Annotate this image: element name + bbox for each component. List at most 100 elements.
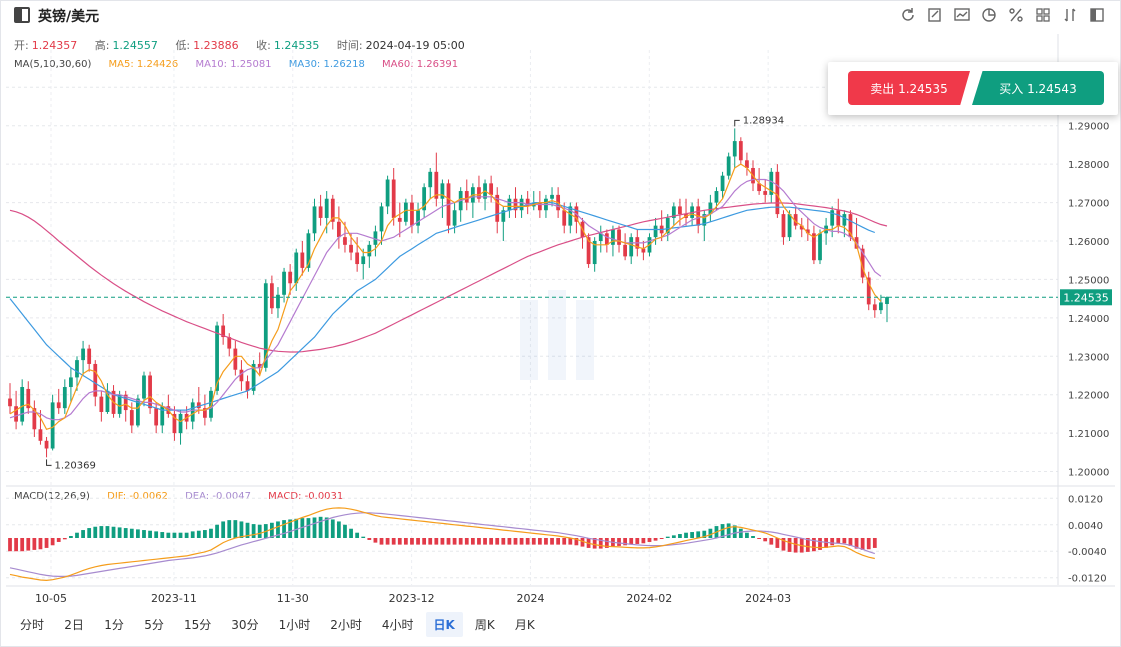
macd-bar (598, 537, 603, 549)
macd-bar (458, 537, 463, 545)
candle-body (781, 214, 786, 238)
macd-bar (604, 537, 609, 548)
candle-body (276, 294, 280, 309)
high-annotation: 1.28934 (743, 115, 784, 126)
macd-bar (136, 529, 140, 538)
grid-icon[interactable] (1033, 5, 1053, 25)
kline-chart[interactable]: 1.20000 1.21000 1.22000 1.23000 1.24000 1.250… (0, 0, 1121, 612)
candle-body (245, 381, 250, 391)
candle-body (75, 360, 79, 378)
candle-body (123, 394, 128, 411)
candle-body (117, 394, 122, 414)
macd-bar (781, 537, 786, 551)
macd-tick-label: 0.0120 (1068, 494, 1103, 505)
panel-icon[interactable] (1087, 5, 1107, 25)
macd-bar (154, 531, 159, 538)
sell-button[interactable]: 卖出 1.24535 (848, 71, 970, 105)
candle-body (665, 217, 670, 234)
ma10-line (9, 178, 882, 421)
candle-body (93, 363, 98, 397)
symbol-title: 英镑/美元 (38, 9, 100, 25)
pie-icon[interactable] (979, 5, 999, 25)
y-tick-label: 1.27000 (1068, 199, 1109, 210)
period-tab[interactable]: 2日 (64, 618, 84, 632)
ma60-line (9, 202, 888, 353)
macd-bar (720, 524, 725, 538)
macd-bar (32, 537, 37, 550)
dif-value: DIF: -0.0062 (107, 491, 168, 502)
macd-bar (251, 524, 256, 538)
period-tab[interactable]: 1小时 (278, 618, 311, 632)
macd-bar (854, 537, 859, 549)
period-tab[interactable]: 月K (514, 618, 535, 632)
candle-body (269, 283, 274, 309)
macd-bar (495, 537, 500, 545)
candle-body (525, 198, 530, 207)
percent-icon[interactable] (1006, 5, 1026, 25)
refresh-icon[interactable] (898, 5, 918, 25)
candle-body (732, 141, 737, 157)
macd-bar (763, 537, 768, 542)
macd-bar (330, 519, 335, 538)
buy-button[interactable]: 买入 1.24543 (972, 71, 1104, 105)
toolbar (898, 5, 1107, 25)
period-tab[interactable]: 15分 (184, 618, 212, 632)
period-tab[interactable]: 分时 (20, 618, 45, 632)
period-tab[interactable]: 周K (474, 618, 495, 632)
period-tab[interactable]: 1分 (104, 618, 124, 632)
candle-body (203, 408, 207, 418)
macd-bar (172, 532, 177, 538)
macd-bar (501, 537, 506, 545)
y-tick-label: 1.24000 (1068, 314, 1109, 325)
candle-body (787, 214, 792, 238)
candle-body (617, 229, 621, 245)
macd-bar (428, 537, 433, 545)
macd-bar (196, 530, 201, 538)
period-tab[interactable]: 2小时 (330, 618, 362, 632)
macd-bar (355, 532, 360, 538)
period-tab[interactable]: 4小时 (381, 618, 414, 632)
macd-bar (306, 518, 311, 538)
period-tab[interactable]: 5分 (144, 618, 164, 632)
dif-line (9, 507, 875, 582)
candle-body (702, 214, 707, 226)
candle-body (385, 179, 390, 207)
macd-bar (361, 536, 366, 538)
title-bar: 英镑/美元 (0, 0, 1121, 32)
macd-bar (641, 537, 646, 544)
trade-panel: 卖出 1.24535 买入 1.24543 (828, 62, 1118, 115)
candle-body (336, 221, 341, 238)
candle-body (87, 348, 92, 364)
macd-bar (50, 537, 55, 546)
ma5-value: MA5: 1.24426 (108, 59, 179, 70)
candle-body (263, 283, 268, 368)
macd-value: MACD: -0.0031 (268, 491, 344, 502)
macd-bar (336, 521, 341, 538)
macd-bar (519, 537, 524, 545)
y-tick-label: 1.21000 (1068, 429, 1109, 440)
macd-bar (525, 537, 530, 545)
chart-type-icon[interactable] (952, 5, 972, 25)
candle-body (714, 191, 719, 203)
watermark-logo (520, 290, 594, 380)
period-tab[interactable]: 30分 (231, 618, 259, 632)
candle-body (422, 187, 427, 211)
draw-icon[interactable] (925, 5, 945, 25)
macd-bar (142, 530, 146, 538)
candle-body (105, 390, 110, 412)
macd-bar (836, 537, 841, 544)
macd-bar (513, 537, 518, 545)
candle-body (434, 171, 439, 199)
candle-body (812, 233, 816, 261)
candle-body (818, 233, 822, 261)
candle-body (738, 141, 743, 161)
y-tick-label: 1.20000 (1068, 468, 1109, 479)
sort-icon[interactable] (1060, 5, 1080, 25)
macd-bar (848, 537, 853, 546)
candle-body (99, 396, 104, 412)
candle-body (14, 406, 18, 422)
period-tab[interactable]: 日K (425, 612, 463, 637)
macd-bar (233, 520, 238, 538)
candle-body (586, 237, 591, 265)
candle-body (81, 348, 85, 361)
